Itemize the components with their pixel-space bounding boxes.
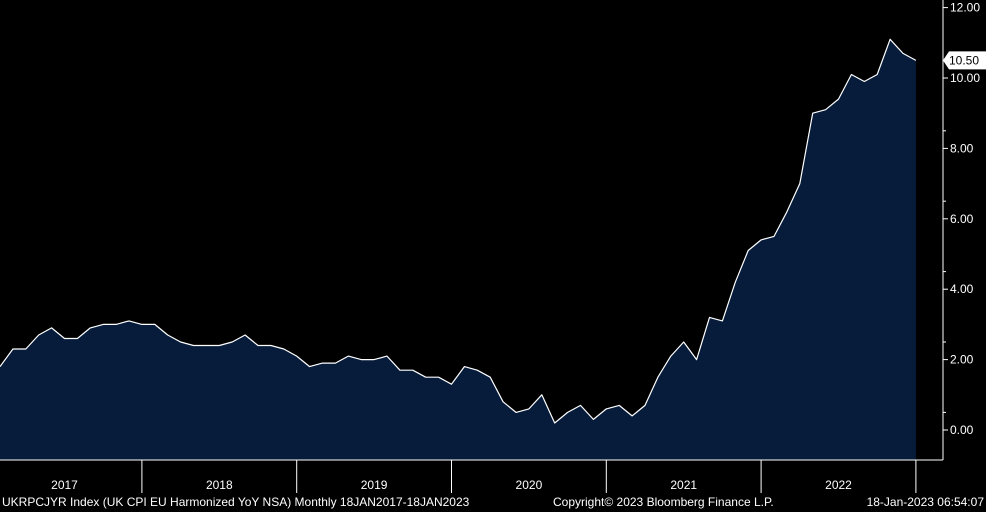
x-axis: 2017 2018 2019 2020 2021 2022	[0, 459, 943, 493]
footer-series-info: UKRPCJYR Index (UK CPI EU Harmonized YoY…	[2, 495, 470, 509]
y-tick-label: 12.00	[950, 1, 980, 15]
y-tick-label: 10.00	[950, 71, 980, 85]
x-year-label: 2020	[516, 478, 543, 492]
y-tick-label: 2.00	[950, 353, 974, 367]
series-area-fill	[0, 39, 916, 461]
y-tick-label: 4.00	[950, 282, 974, 296]
x-year-label: 2018	[206, 478, 233, 492]
footer-copyright: Copyright© 2023 Bloomberg Finance L.P.	[553, 495, 774, 509]
last-value-box	[943, 51, 986, 70]
series-line	[0, 38, 917, 424]
x-year-label: 2019	[361, 478, 388, 492]
last-value-label: 10.50	[949, 53, 979, 67]
x-year-label: 2022	[825, 478, 852, 492]
y-tick-label: 6.00	[950, 212, 974, 226]
x-year-label: 2021	[670, 478, 697, 492]
last-value-marker: 10.50	[943, 51, 986, 70]
x-year-label: 2017	[51, 478, 78, 492]
y-tick-label: 0.00	[950, 423, 974, 437]
y-axis: 12.00 10.00 8.00 6.00 4.00 2.00 0.00	[942, 0, 980, 460]
y-tick-label: 8.00	[950, 141, 974, 155]
footer-timestamp: 18-Jan-2023 06:54:07	[866, 495, 984, 509]
plot-area	[0, 38, 917, 461]
